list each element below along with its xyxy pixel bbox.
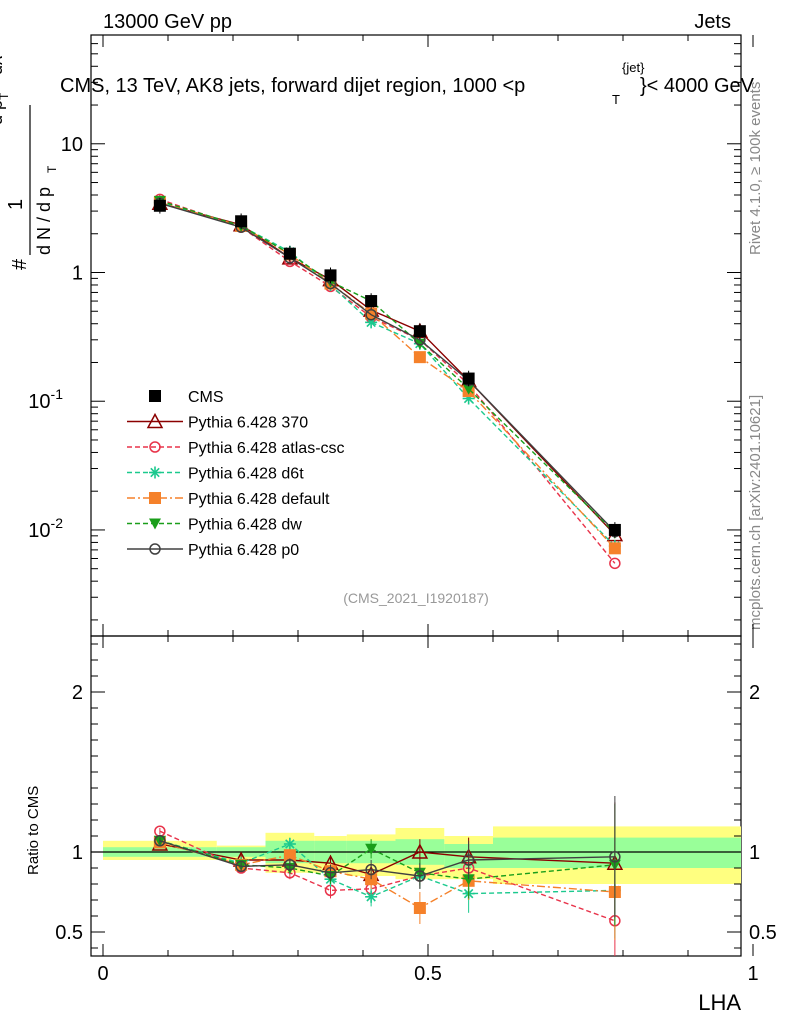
ratio-tick-label-right: 0.5 xyxy=(749,922,777,944)
legend-label-default: Pythia 6.428 default xyxy=(188,491,330,508)
ratio-point-default xyxy=(283,849,296,862)
series-line-p370 xyxy=(159,202,616,536)
point-default xyxy=(608,542,621,555)
series-line-p0 xyxy=(159,202,616,533)
ratio-point-p0 xyxy=(609,851,621,863)
star-stroke xyxy=(366,892,376,902)
ratio-point-p0 xyxy=(284,859,296,871)
svg-text:CMS, 13 TeV, AK8 jets, forward: CMS, 13 TeV, AK8 jets, forward dijet reg… xyxy=(60,75,525,97)
legend-marker-default xyxy=(149,492,161,504)
x-tick-label: 0.5 xyxy=(414,963,442,985)
ratio-point-p0 xyxy=(365,863,377,876)
point-default xyxy=(413,351,426,364)
ratio-line-d6t xyxy=(159,840,615,898)
ratio-point-default xyxy=(413,902,426,914)
mcplots-label: mcplots.cern.ch [arXiv:2401.10621] xyxy=(747,395,764,630)
legend-label-d6t: Pythia 6.428 d6t xyxy=(188,466,304,483)
point-atlas xyxy=(609,557,621,570)
series-line-default xyxy=(159,201,616,549)
legend: CMS Pythia 6.428 370 Pythia 6.428 atlas-cs… xyxy=(127,389,345,559)
title-sup: {jet} xyxy=(622,60,645,75)
ratio-line-atlas xyxy=(159,830,616,922)
ratio-line-default xyxy=(159,841,615,909)
ylabel-dn-sub: T xyxy=(45,165,59,173)
series-line-dw xyxy=(159,200,616,534)
ratio-tick-label-right: 2 xyxy=(749,682,760,704)
ratio-point-d6t xyxy=(365,890,378,903)
x-axis-label: LHA xyxy=(698,990,741,1015)
legend-label-dw: Pythia 6.428 dw xyxy=(188,517,302,534)
title-sub: T xyxy=(612,92,620,107)
ratio-line-p0 xyxy=(159,840,615,877)
y-tick-label: 10-1 xyxy=(28,386,63,413)
rivet-label: Rivet 4.1.0, ≥ 100k events xyxy=(747,82,764,255)
x-tick-label: 1 xyxy=(747,963,758,985)
ratio-point-p0 xyxy=(154,835,166,847)
ratio-tick-label: 2 xyxy=(72,682,83,704)
series-line-d6t xyxy=(159,201,616,547)
ratio-tick-label: 0.5 xyxy=(55,922,83,944)
ratio-tick-label: 1 xyxy=(72,842,83,864)
x-tick-label: 0 xyxy=(97,963,108,985)
ylabel-dpt-sub: T xyxy=(0,92,11,100)
header-right: Jets xyxy=(694,11,731,33)
ratio-point-p0 xyxy=(414,870,426,882)
y-tick-label: 10 xyxy=(61,134,83,156)
star-stroke xyxy=(150,467,160,478)
ratio-point-dw xyxy=(365,843,378,855)
chart-title: CMS, 13 TeV, AK8 jets, forward dijet reg… xyxy=(60,60,755,107)
header-left: 13000 GeV pp xyxy=(103,11,232,33)
y-tick-label: 10-2 xyxy=(28,515,63,542)
ratio-point-p370 xyxy=(411,843,429,859)
legend-label-p370: Pythia 6.428 370 xyxy=(188,415,308,432)
ratio-point-p0 xyxy=(235,860,247,873)
ylabel-dpt: d p xyxy=(0,100,6,125)
cms-point xyxy=(235,215,248,228)
point-dw xyxy=(462,383,475,395)
legend-marker-p0 xyxy=(149,543,161,555)
legend-marker-dw xyxy=(149,518,161,530)
y-axis-label-ratio: Ratio to CMS xyxy=(25,786,42,875)
title-main: CMS, 13 TeV, AK8 jets, forward dijet reg… xyxy=(60,75,525,97)
ratio-frame xyxy=(90,635,742,957)
point-p0 xyxy=(365,308,377,321)
cms-point xyxy=(283,247,296,260)
ratio-panel: 0.5 0.5 1 1 2 2 xyxy=(55,635,777,957)
legend-marker-d6t xyxy=(149,466,161,479)
ratio-point-p0 xyxy=(462,854,475,866)
cms-point xyxy=(413,325,426,338)
ratio-point-dw xyxy=(462,874,475,886)
ratio-point-p0 xyxy=(324,867,337,879)
legend-marker-cms xyxy=(149,390,161,402)
title-tail: }< 4000 GeV xyxy=(640,75,755,97)
analysis-watermark: (CMS_2021_I1920187) xyxy=(343,590,489,606)
ratio-tick-label-right: 1 xyxy=(749,842,760,864)
ylabel-hash: # xyxy=(9,258,31,270)
cms-point xyxy=(153,199,166,212)
ratio-line-p370 xyxy=(159,843,615,876)
legend-label-p0: Pythia 6.428 p0 xyxy=(188,542,299,559)
legend-label-cms: CMS xyxy=(188,389,224,406)
cms-point xyxy=(365,295,378,308)
cms-point xyxy=(462,372,475,385)
cms-point xyxy=(324,269,337,282)
legend-marker-p370 xyxy=(146,412,164,429)
legend-label-atlas: Pythia 6.428 atlas-csc xyxy=(188,440,345,457)
series-line-atlas xyxy=(159,198,616,564)
ratio-line-dw xyxy=(159,840,615,880)
ylabel-one: 1 xyxy=(5,199,27,210)
y-axis-label-main: # 1 d N / d p T # d 2 N d p T dλ xyxy=(0,56,59,270)
legend-marker-atlas xyxy=(149,441,161,453)
star-stroke xyxy=(285,839,295,849)
ylabel-dn: d N / d p xyxy=(34,187,54,255)
cms-point xyxy=(608,523,621,536)
y-tick-label: 1 xyxy=(72,263,83,285)
main-panel: 0 0.5 1 10-2 10-1 1 10 xyxy=(28,34,759,985)
ylabel-dl: dλ xyxy=(0,56,6,75)
ratio-point-d6t xyxy=(283,838,296,850)
